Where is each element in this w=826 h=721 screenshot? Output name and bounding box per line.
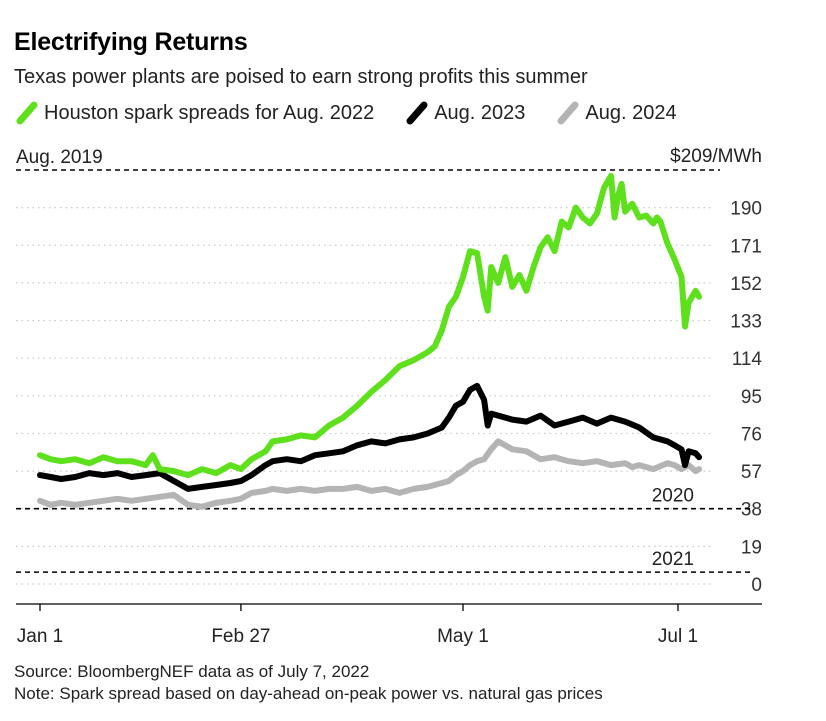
x-tick-label-1: Feb 27 (211, 626, 270, 647)
y-tick-label-171: 171 (730, 236, 762, 257)
source-note: Source: BloombergNEF data as of July 7, … (14, 661, 603, 705)
y-tick-label-57: 57 (741, 462, 762, 483)
y-tick-label-152: 152 (730, 274, 762, 295)
x-tick-label-0: Jan 1 (17, 626, 63, 647)
legend-item-aug-2022: Houston spark spreads for Aug. 2022 (14, 101, 374, 125)
x-tick-label-2: May 1 (437, 626, 489, 647)
series-line-0 (37, 172, 703, 479)
legend-item-aug-2023: Aug. 2023 (404, 101, 525, 125)
source-text: Source: BloombergNEF data as of July 7, … (14, 662, 370, 681)
legend-label-aug-2023: Aug. 2023 (434, 101, 526, 124)
chart-subtitle: Texas power plants are poised to earn st… (14, 66, 588, 88)
series-line-2 (37, 438, 703, 510)
legend-swatch-aug-2024 (557, 101, 579, 125)
legend: Houston spark spreads for Aug. 2022 Aug.… (14, 101, 707, 125)
y-tick-label-0: 0 (751, 575, 762, 596)
note-text: Note: Spark spread based on day-ahead on… (14, 684, 603, 703)
legend-swatch-aug-2022 (16, 101, 38, 125)
legend-label-aug-2024: Aug. 2024 (585, 101, 677, 124)
legend-label-aug-2022: Houston spark spreads for Aug. 2022 (44, 101, 375, 124)
reference-label-1: 2020 (652, 486, 694, 507)
x-tick-label-3: Jul 1 (658, 626, 698, 647)
y-tick-label-95: 95 (741, 387, 762, 408)
y-tick-label-133: 133 (730, 312, 762, 333)
y-tick-label-114: 114 (732, 349, 763, 370)
y-tick-label-38: 38 (741, 500, 762, 521)
y-tick-label-76: 76 (741, 424, 762, 445)
y-tick-label-190: 190 (730, 199, 762, 220)
y-top-label: $209/MWh (670, 146, 762, 167)
series-line-1 (37, 382, 703, 492)
y-tick-label-19: 19 (741, 537, 762, 558)
reference-label-2: 2021 (652, 549, 694, 570)
chart-title: Electrifying Returns (14, 28, 248, 56)
reference-label-0: Aug. 2019 (16, 147, 103, 168)
legend-swatch-aug-2023 (406, 101, 428, 125)
legend-item-aug-2024: Aug. 2024 (555, 101, 677, 125)
